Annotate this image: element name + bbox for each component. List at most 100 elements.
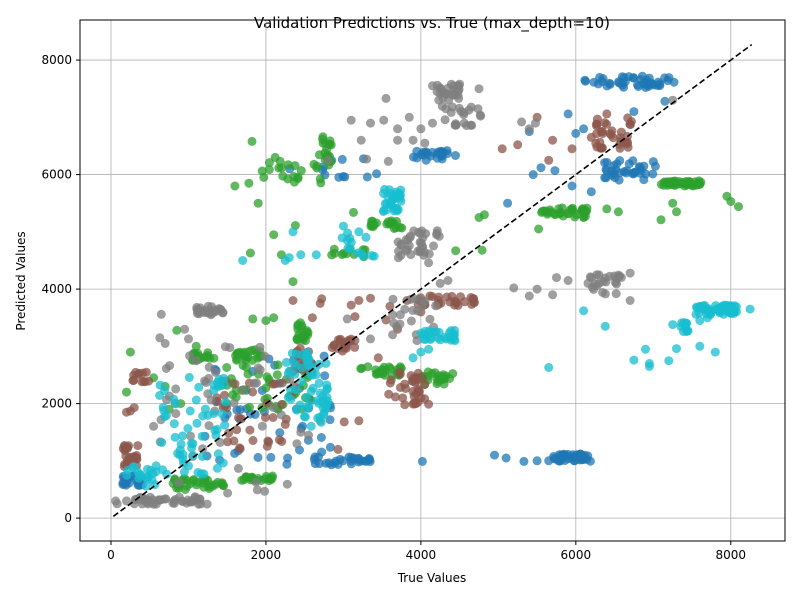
- data-point: [170, 432, 180, 442]
- data-point: [161, 411, 171, 420]
- x-tick-label: 6000: [561, 548, 592, 562]
- data-point: [563, 109, 573, 119]
- data-point: [216, 305, 226, 314]
- data-point: [366, 334, 375, 344]
- data-point: [283, 160, 293, 170]
- data-point: [291, 349, 301, 359]
- data-point: [571, 209, 581, 219]
- data-point: [173, 448, 183, 458]
- x-tick-label: 4000: [406, 548, 437, 562]
- data-point: [354, 227, 364, 237]
- data-point: [217, 409, 227, 419]
- data-point: [660, 96, 670, 106]
- data-point: [579, 212, 589, 222]
- data-point: [404, 241, 414, 251]
- data-point: [291, 385, 301, 395]
- data-point: [579, 124, 589, 134]
- data-point: [437, 101, 447, 111]
- data-point: [280, 420, 290, 429]
- data-point: [393, 124, 403, 134]
- data-point: [171, 399, 181, 409]
- data-point: [171, 384, 181, 394]
- data-point: [161, 364, 171, 373]
- data-point: [395, 369, 405, 379]
- data-point: [388, 330, 398, 340]
- y-tick-label: 4000: [41, 282, 72, 296]
- data-point: [249, 378, 259, 388]
- data-point: [409, 226, 419, 236]
- data-point: [253, 452, 263, 462]
- reference-line-layer: [112, 43, 753, 518]
- data-point: [362, 172, 372, 182]
- data-point: [255, 342, 265, 352]
- data-point: [185, 351, 195, 361]
- data-point: [284, 253, 294, 263]
- data-point: [193, 306, 203, 316]
- data-point: [677, 318, 687, 328]
- data-point: [125, 347, 135, 357]
- data-point: [223, 488, 233, 498]
- data-point: [451, 151, 460, 160]
- data-point: [282, 479, 292, 489]
- data-point: [389, 318, 399, 328]
- data-point: [408, 353, 418, 363]
- data-point: [668, 95, 678, 105]
- data-point: [353, 454, 363, 464]
- data-point: [501, 453, 511, 463]
- data-point: [366, 293, 375, 303]
- data-point: [381, 93, 391, 103]
- data-point: [726, 302, 736, 312]
- data-point: [623, 142, 633, 152]
- data-point: [162, 395, 172, 405]
- data-point: [395, 193, 405, 203]
- data-point: [605, 129, 615, 139]
- data-point: [628, 156, 638, 166]
- data-point: [641, 344, 650, 354]
- data-point: [536, 163, 546, 173]
- data-point: [431, 301, 441, 311]
- data-point: [629, 355, 639, 365]
- data-point: [270, 152, 280, 162]
- data-point: [410, 399, 420, 409]
- data-point: [639, 175, 649, 185]
- data-point: [668, 320, 678, 330]
- chart-title: Validation Predictions vs. True (max_dep…: [254, 14, 610, 33]
- data-point: [534, 224, 544, 234]
- data-point: [623, 113, 633, 123]
- x-axis-label: True Values: [397, 571, 467, 585]
- data-point: [266, 452, 276, 462]
- data-point: [277, 399, 287, 409]
- data-point: [586, 132, 596, 142]
- data-point: [306, 386, 316, 396]
- data-point: [354, 416, 364, 426]
- data-point: [129, 403, 139, 413]
- data-point: [180, 324, 190, 334]
- data-point: [203, 351, 213, 361]
- data-point: [513, 140, 523, 150]
- data-point: [433, 333, 443, 343]
- data-point: [174, 477, 183, 487]
- data-point: [406, 316, 416, 326]
- data-point: [302, 356, 312, 366]
- data-point: [544, 456, 554, 466]
- data-point: [629, 107, 639, 117]
- data-point: [406, 294, 416, 304]
- data-point: [277, 163, 286, 173]
- data-point: [264, 158, 274, 168]
- y-tick-label: 0: [64, 511, 72, 525]
- data-point: [379, 189, 389, 198]
- data-point: [605, 79, 615, 89]
- data-point: [322, 392, 332, 402]
- data-point: [237, 385, 247, 395]
- data-point: [366, 118, 375, 128]
- data-point: [438, 93, 448, 103]
- data-point: [609, 271, 619, 281]
- data-point: [342, 314, 352, 324]
- data-point: [333, 444, 343, 454]
- data-point: [560, 456, 570, 465]
- data-point: [445, 328, 455, 338]
- data-point: [639, 78, 649, 88]
- data-point: [656, 215, 666, 225]
- data-point: [519, 456, 529, 466]
- data-point: [696, 177, 706, 187]
